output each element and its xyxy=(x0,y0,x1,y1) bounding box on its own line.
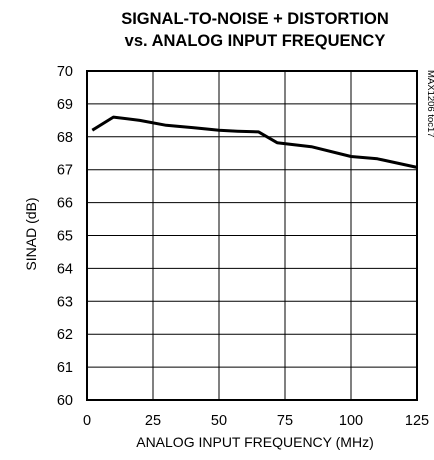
x-tick-label: 100 xyxy=(339,413,363,429)
x-tick-label: 25 xyxy=(145,413,161,429)
y-tick-label: 64 xyxy=(57,261,73,277)
chart-title-line2: vs. ANALOG INPUT FREQUENCY xyxy=(125,32,386,50)
y-tick-label: 67 xyxy=(57,163,73,179)
series-layer xyxy=(91,115,418,169)
sinad-series-line xyxy=(91,115,418,169)
y-tick-label: 61 xyxy=(57,360,73,376)
y-axis-label: SINAD (dB) xyxy=(23,197,39,270)
y-tick-label: 63 xyxy=(57,294,73,310)
y-tick-label: 62 xyxy=(57,327,73,343)
chart-annotation: MAX1206 toc17 xyxy=(425,70,434,138)
y-tick-label: 68 xyxy=(57,130,73,146)
x-tick-label: 125 xyxy=(405,413,429,429)
y-tick-label: 65 xyxy=(57,229,73,245)
grid-lines xyxy=(87,71,417,400)
y-tick-label: 70 xyxy=(57,64,73,80)
plot-area xyxy=(86,70,418,401)
chart-title-line1: SIGNAL-TO-NOISE + DISTORTION xyxy=(121,10,389,28)
x-tick-label: 50 xyxy=(211,413,227,429)
y-axis-ticks: 60 61 62 63 64 65 66 67 68 69 70 xyxy=(57,64,73,409)
x-axis-ticks: 0 25 50 75 100 125 xyxy=(83,413,429,429)
y-tick-label: 60 xyxy=(57,393,73,409)
y-tick-label: 66 xyxy=(57,196,73,212)
x-tick-label: 0 xyxy=(83,413,91,429)
x-tick-label: 75 xyxy=(277,413,293,429)
x-axis-label: ANALOG INPUT FREQUENCY (MHz) xyxy=(136,434,374,450)
y-tick-label: 69 xyxy=(57,97,73,113)
